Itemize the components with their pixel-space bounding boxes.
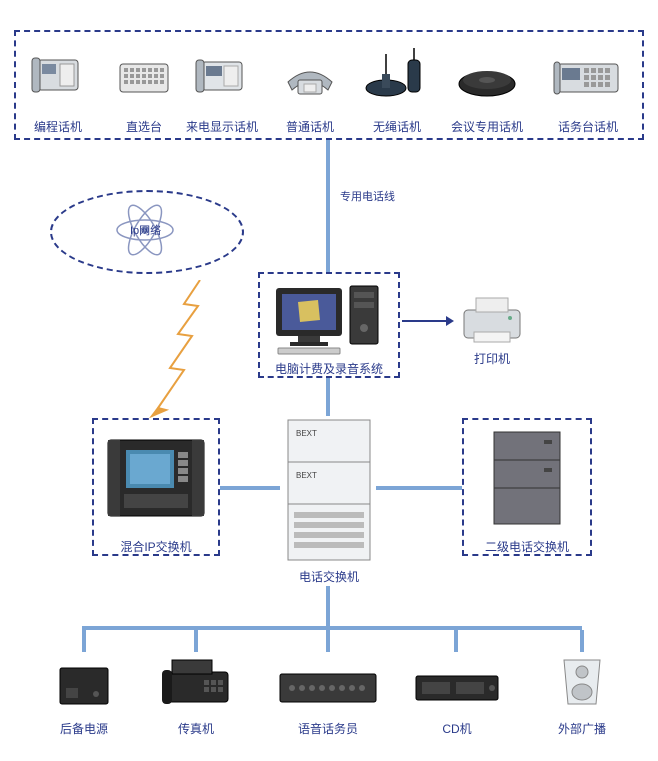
voice-attendant-label: 语音话务员 <box>276 720 380 737</box>
phone-cordless-icon <box>362 44 432 100</box>
phone-operator-icon <box>552 52 624 100</box>
phone-display-label: 来电显示话机 <box>182 118 262 135</box>
speaker-icon <box>554 652 610 712</box>
line-pbx-down <box>326 586 330 626</box>
phone-desk-icon <box>28 50 88 100</box>
phone-conference-label: 会议专用话机 <box>446 118 528 135</box>
printer-label: 打印机 <box>456 350 528 367</box>
pbx-label: 电话交换机 <box>282 568 376 585</box>
drop-fax <box>194 630 198 652</box>
drop-voice <box>326 630 330 652</box>
secondary-switch-label: 二级电话交换机 <box>462 538 592 555</box>
line-top-to-billing <box>326 140 330 272</box>
computer-icon <box>268 282 390 356</box>
speaker-label: 外部广播 <box>548 720 616 737</box>
phone-operator-label: 话务台话机 <box>552 118 624 135</box>
svg-text:BEXT: BEXT <box>296 429 317 438</box>
voice-attendant-icon <box>276 668 380 708</box>
cd-player-icon <box>412 668 502 708</box>
phone-display-icon <box>192 50 252 100</box>
hybrid-switch-label: 混合IP交换机 <box>92 538 220 555</box>
bottom-bus <box>82 626 582 630</box>
line-hybrid-to-pbx <box>220 486 280 490</box>
console-icon <box>114 56 174 100</box>
secondary-switch-icon <box>488 428 566 528</box>
line-billing-to-pbx <box>326 378 330 416</box>
line-pbx-to-secondary <box>376 486 462 490</box>
ip-network-label: Ip网络 <box>130 222 161 238</box>
ups-icon <box>52 658 116 710</box>
ups-label: 后备电源 <box>52 720 116 737</box>
printer-icon <box>456 292 528 348</box>
phone-cordless-label: 无绳话机 <box>362 118 432 135</box>
console-label: 直选台 <box>114 118 174 135</box>
arrow-to-printer <box>402 320 446 322</box>
svg-text:BEXT: BEXT <box>296 471 317 480</box>
hybrid-switch-icon <box>104 432 208 524</box>
drop-ups <box>82 630 86 652</box>
phone-basic-label: 普通话机 <box>282 118 338 135</box>
fax-icon <box>158 654 234 710</box>
pbx-icon: BEXT BEXT <box>282 416 376 564</box>
cd-player-label: CD机 <box>412 720 502 737</box>
phone-conference-icon <box>452 60 522 100</box>
dedicated-line-label: 专用电话线 <box>338 188 397 204</box>
fax-label: 传真机 <box>158 720 234 737</box>
diagram-root: 编程话机 直选台 来电显示话机 普通话机 <box>0 0 658 761</box>
phone-basic-icon <box>282 56 338 100</box>
billing-label: 电脑计费及录音系统 <box>258 360 400 377</box>
phone-desk-label: 编程话机 <box>28 118 88 135</box>
drop-cd <box>454 630 458 652</box>
wireless-link-icon <box>140 280 220 420</box>
drop-speaker <box>580 630 584 652</box>
